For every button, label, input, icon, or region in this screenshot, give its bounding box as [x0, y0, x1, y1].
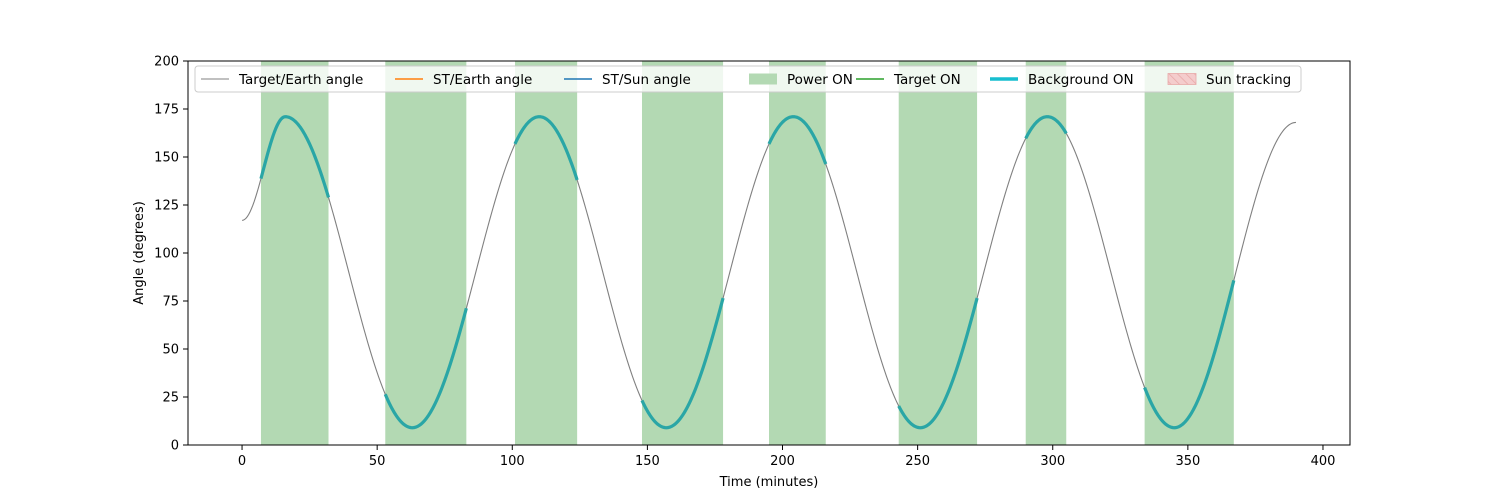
background-on-segment-3 — [640, 297, 725, 430]
legend-entry-0: Target/Earth angle — [201, 72, 363, 88]
legend-entry-2: ST/Sun angle — [564, 72, 691, 88]
background-on-segment-4 — [767, 115, 828, 165]
power-on-span-5 — [898, 61, 978, 445]
y-tick-label: 200 — [154, 55, 179, 70]
x-tick-label: 350 — [1175, 454, 1200, 469]
y-axis: 0 25 50 75 100 125 150 175 200 — [154, 55, 188, 454]
y-tick-label: 100 — [154, 247, 179, 262]
legend-label: Power ON — [787, 72, 853, 88]
x-axis-label: Time (minutes) — [719, 475, 819, 490]
x-tick-label: 200 — [770, 454, 795, 469]
x-tick-label: 150 — [635, 454, 660, 469]
background-on-series — [259, 115, 1236, 430]
x-tick-label: 50 — [369, 454, 386, 469]
power-on-spans — [260, 61, 1234, 445]
y-tick-label: 75 — [162, 295, 179, 310]
legend-label: ST/Sun angle — [602, 72, 691, 88]
power-on-span-7 — [1144, 61, 1234, 445]
y-tick-label: 50 — [162, 343, 179, 358]
x-tick-label: 0 — [238, 454, 246, 469]
x-axis: 0 50 100 150 200 250 300 350 400 — [238, 445, 1335, 469]
x-tick-label: 250 — [905, 454, 930, 469]
legend-label: ST/Earth angle — [433, 72, 532, 88]
legend-entry-1: ST/Earth angle — [395, 72, 532, 88]
legend-entry-6: Sun tracking — [1167, 72, 1291, 88]
legend: Target/Earth angle ST/Earth angle ST/Sun a… — [194, 65, 1302, 93]
legend-box — [194, 65, 1302, 93]
background-on-segment-2 — [513, 115, 579, 181]
legend-label: Target/Earth angle — [238, 72, 363, 88]
background-on-segment-7 — [1143, 280, 1236, 430]
x-tick-label: 100 — [500, 454, 525, 469]
power-on-span-1 — [385, 61, 467, 445]
background-on-segment-5 — [897, 297, 979, 430]
y-axis-label: Angle (degrees) — [132, 201, 147, 305]
legend-swatch — [749, 73, 777, 85]
x-tick-label: 300 — [1040, 454, 1065, 469]
legend-label: Target ON — [893, 72, 961, 88]
background-on-segment-6 — [1024, 115, 1068, 140]
y-tick-label: 175 — [154, 103, 179, 118]
y-tick-label: 25 — [162, 391, 179, 406]
legend-label: Sun tracking — [1206, 72, 1291, 88]
legend-entry-5: Background ON — [990, 72, 1134, 88]
background-on-segment-1 — [383, 307, 468, 430]
y-tick-label: 125 — [154, 199, 179, 214]
y-tick-label: 0 — [171, 439, 179, 454]
legend-swatch — [1167, 73, 1197, 85]
power-on-span-3 — [641, 61, 724, 445]
power-on-span-6 — [1025, 61, 1067, 445]
legend-label: Background ON — [1028, 72, 1134, 88]
background-on-segment-0 — [259, 115, 331, 198]
y-tick-label: 150 — [154, 151, 179, 166]
legend-entry-4: Target ON — [856, 72, 961, 88]
legend-entry-3: Power ON — [749, 72, 853, 88]
power-on-span-0 — [260, 61, 329, 445]
x-tick-label: 400 — [1311, 454, 1336, 469]
